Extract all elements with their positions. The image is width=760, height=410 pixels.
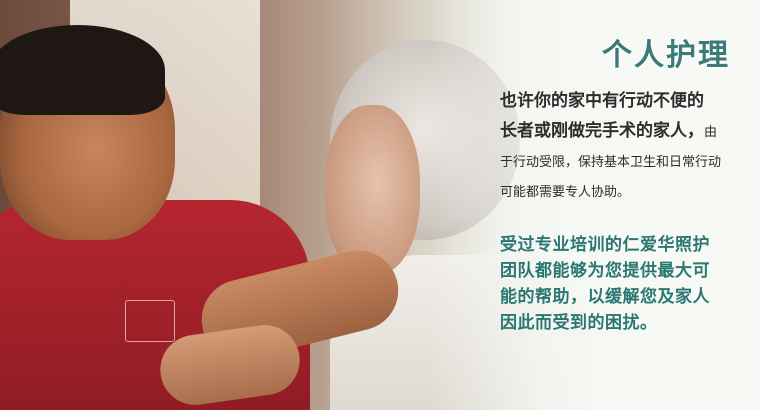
caregiver-photo [0,0,590,410]
intro-paragraph: 也许你的家中有行动不便的 长者或刚做完手术的家人，由 于行动受限，保持基本卫生和… [500,86,750,208]
caregiver-hair [0,25,165,115]
service-line-4: 因此而受到的困扰。 [500,313,658,333]
service-line-1: 受过专业培训的仁爱华照护 [500,235,710,255]
intro-line-3: 于行动受限，保持基本卫生和日常行动 [500,155,722,170]
elder-face [325,105,420,275]
intro-line-2: 长者或刚做完手术的家人，由 [500,116,750,148]
shirt-logo-icon [125,300,175,342]
intro-line-1: 也许你的家中有行动不便的 [500,91,704,111]
service-line-3: 能的帮助，以缓解您及家人 [500,287,710,307]
intro-line-4: 可能都需要专人协助。 [500,185,631,200]
section-title: 个人护理 [602,38,730,73]
service-line-2: 团队都能够为您提供最大可 [500,261,710,281]
intro-line-2-big: 长者或刚做完手术的家人， [500,121,704,141]
service-paragraph: 受过专业培训的仁爱华照护 团队都能够为您提供最大可 能的帮助，以缓解您及家人 因… [500,232,750,336]
text-backdrop-fade [430,0,760,410]
intro-line-2-small: 由 [704,125,718,140]
